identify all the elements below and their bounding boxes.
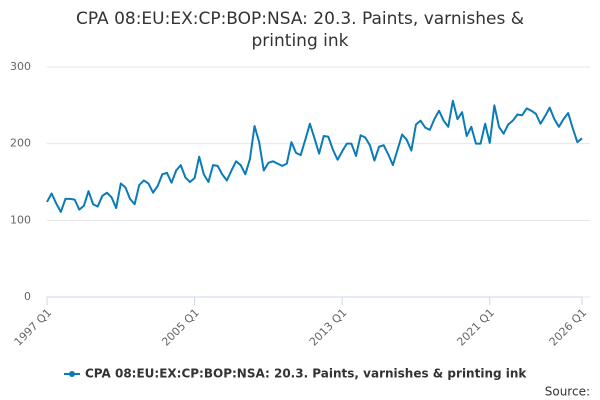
x-tick-label: 2021 Q1 bbox=[454, 306, 497, 349]
y-tick-label: 0 bbox=[24, 290, 31, 303]
x-tick-label: 2013 Q1 bbox=[307, 306, 350, 349]
x-tick-label: 2005 Q1 bbox=[159, 306, 202, 349]
legend-marker bbox=[69, 371, 75, 377]
x-tick-label: 2026 Q1 bbox=[547, 306, 590, 349]
y-tick-label: 100 bbox=[10, 213, 31, 226]
legend-label: CPA 08:EU:EX:CP:BOP:NSA: 20.3. Paints, v… bbox=[85, 367, 527, 381]
y-tick-label: 200 bbox=[10, 137, 31, 150]
x-tick-label: 1997 Q1 bbox=[12, 306, 55, 349]
chart-title: CPA 08:EU:EX:CP:BOP:NSA: 20.3. Paints, v… bbox=[76, 9, 524, 51]
y-tick-label: 300 bbox=[10, 60, 31, 73]
source: Source: bbox=[545, 385, 590, 399]
line bbox=[46, 99, 583, 213]
